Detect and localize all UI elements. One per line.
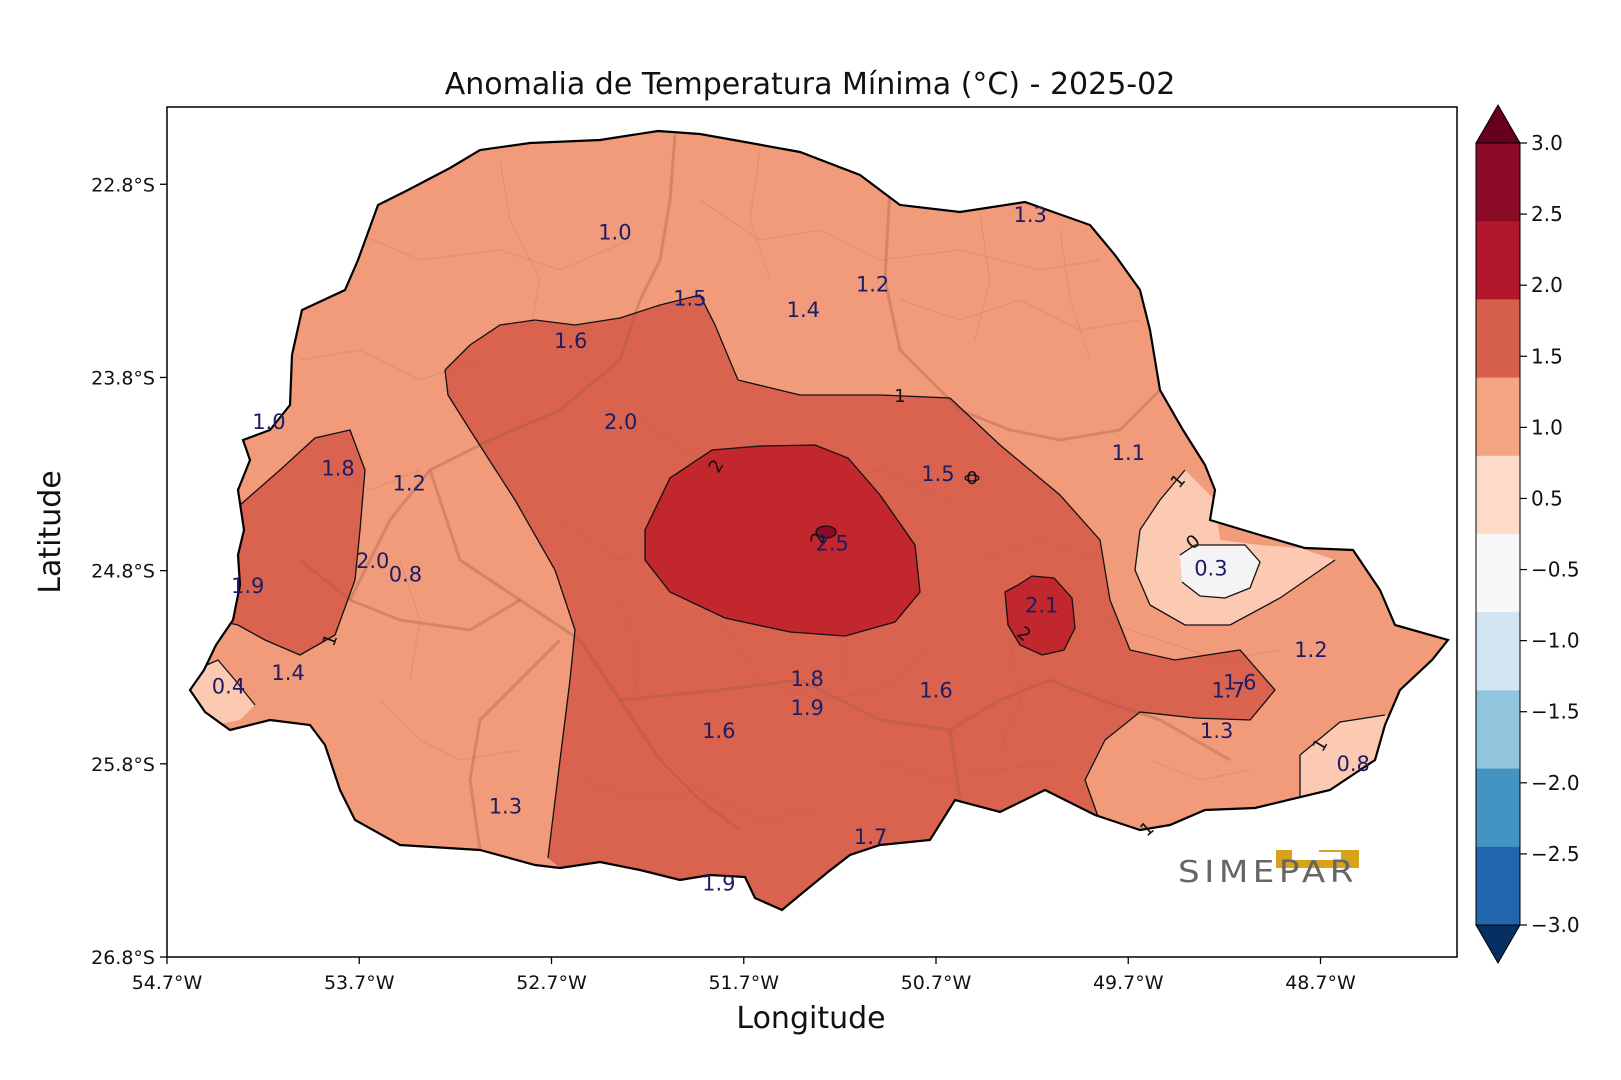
colorbar-extend-max: [1475, 104, 1521, 144]
y-axis-ticks: 22.8°S 23.8°S 24.8°S 25.8°S 26.8°S: [91, 174, 167, 969]
station-value: 1.9: [790, 696, 823, 720]
station-value: 1.9: [702, 872, 735, 896]
colorbar-tick-label: −2.5: [1531, 842, 1580, 866]
municipality-boundaries: [299, 149, 1281, 821]
colorbar-band: [1476, 612, 1520, 691]
axes-frame: [166, 106, 1458, 958]
colorbar-band: [1476, 846, 1520, 926]
logo-text: SIMEPAR: [1178, 855, 1358, 890]
colorbar-tick-label: −3.0: [1531, 913, 1580, 937]
field-west-1-5-to-2-0: [215, 430, 365, 655]
x-tick-label: 51.7°W: [708, 972, 779, 994]
station-value: 1.5: [921, 462, 954, 486]
region-boundaries: [299, 134, 1231, 851]
x-axis-ticks: 54.7°W 53.7°W 52.7°W 51.7°W 50.7°W 49.7°W 48.7…: [132, 957, 1356, 994]
colorbar-tick-label: −2.0: [1531, 771, 1580, 795]
colorbar-tick-label: 2.5: [1531, 202, 1563, 226]
y-tick-label: 26.8°S: [91, 947, 155, 969]
colorbar-tick-label: 0.5: [1531, 486, 1563, 510]
colorbar-band: [1476, 221, 1520, 300]
x-tick-label: 48.7°W: [1285, 972, 1356, 994]
field-east-2-0-to-2-5: [1005, 576, 1075, 655]
colorbar-band: [1476, 455, 1520, 535]
contour-label: 0: [966, 468, 977, 489]
x-tick-label: 54.7°W: [132, 972, 203, 994]
station-value: 1.4: [787, 298, 820, 322]
station-value: 1.6: [702, 719, 735, 743]
y-tick-label: 25.8°S: [91, 754, 155, 776]
station-value: 1.3: [1013, 203, 1046, 227]
station-value: 1.4: [271, 661, 304, 685]
colorbar-band: [1476, 377, 1520, 457]
station-value: 1.3: [489, 794, 522, 818]
logo-mark: [1276, 850, 1359, 868]
x-tick-label: 52.7°W: [516, 972, 587, 994]
colorbar-tick-label: 1.5: [1531, 344, 1563, 368]
station-value: 1.7: [1211, 678, 1244, 702]
station-value: 1.2: [856, 273, 889, 297]
y-axis-label: Latitude: [33, 470, 68, 593]
station-value: 1.6: [1223, 671, 1256, 695]
contour-label: 2: [807, 531, 830, 546]
station-value: 1.8: [790, 667, 823, 691]
station-value: 1.5: [673, 286, 706, 310]
colorbar-tick-label: 3.0: [1531, 131, 1563, 155]
station-value: 1.3: [1200, 719, 1233, 743]
colorbar-tick-label: −1.0: [1531, 629, 1580, 653]
colorbar-tick-label: 2.0: [1531, 273, 1563, 297]
station-value: 1.2: [1294, 638, 1327, 662]
x-tick-label: 49.7°W: [1093, 972, 1164, 994]
map-title: Anomalia de Temperatura Mínima (°C) - 20…: [445, 67, 1176, 102]
station-value: 1.6: [919, 678, 952, 702]
x-tick-label: 53.7°W: [324, 972, 395, 994]
contour-label: 1: [894, 386, 905, 407]
colorbar: 3.0 2.5 2.0 1.5 1.0 0.5 −0.5 −1.0 −1.5 −2.0 −2.5 −3…: [1475, 104, 1580, 964]
x-axis-label: Longitude: [736, 1001, 885, 1036]
station-value: 1.8: [321, 456, 354, 480]
colorbar-band: [1476, 143, 1520, 222]
station-value: 2.0: [356, 549, 389, 573]
station-value: 1.0: [252, 410, 285, 434]
station-values: 1.01.31.21.5 1.41.62.01.01.81.2 1.51.12.52…: [212, 203, 1370, 895]
x-tick-label: 50.7°W: [901, 972, 972, 994]
station-value: 1.7: [854, 825, 887, 849]
station-value: 2.1: [1025, 593, 1058, 617]
colorbar-tick-label: 1.0: [1531, 415, 1563, 439]
station-value: 0.8: [1336, 752, 1369, 776]
station-value: 1.2: [392, 472, 425, 496]
y-tick-label: 24.8°S: [91, 561, 155, 583]
colorbar-band: [1476, 534, 1520, 613]
colorbar-band: [1476, 299, 1520, 379]
field-near-zero: [1180, 545, 1260, 598]
contour-lines: [199, 294, 1386, 859]
colorbar-extend-min: [1475, 924, 1521, 964]
colorbar-band: [1476, 690, 1520, 770]
station-value: 0.4: [212, 675, 245, 699]
state-boundary: [188, 129, 1450, 912]
station-value: 2.5: [815, 532, 848, 556]
field-2-0-to-2-5: [645, 445, 920, 636]
colorbar-tick-label: −1.5: [1531, 700, 1580, 724]
station-value: 1.9: [231, 574, 264, 598]
station-value: 1.6: [554, 329, 587, 353]
colorbar-band: [1476, 768, 1520, 848]
simepar-logo: SIMEPAR: [1178, 850, 1359, 890]
field-2-5-to-3-0: [816, 526, 836, 538]
y-tick-label: 22.8°S: [91, 174, 155, 196]
colorbar-frame: [1475, 142, 1521, 926]
station-value: 0.8: [389, 563, 422, 587]
station-value: 1.0: [598, 221, 631, 245]
station-value: 1.1: [1112, 441, 1145, 465]
y-tick-label: 23.8°S: [91, 367, 155, 389]
station-value: 0.3: [1194, 557, 1227, 581]
colorbar-tick-label: −0.5: [1531, 558, 1580, 582]
station-value: 2.0: [604, 410, 637, 434]
